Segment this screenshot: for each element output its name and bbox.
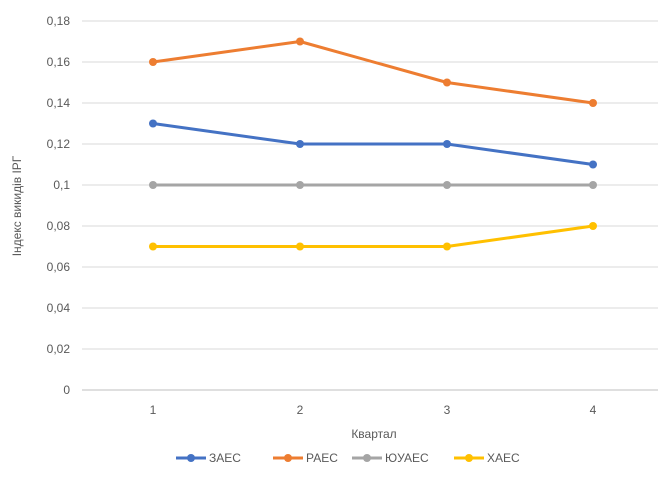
- y-tick-label: 0: [63, 383, 70, 397]
- data-point: [443, 242, 451, 251]
- data-point: [296, 242, 304, 251]
- legend-marker: [363, 454, 371, 462]
- series-lines: [149, 37, 597, 251]
- series-line: [151, 224, 595, 248]
- legend-item: ЗАЕС: [176, 451, 241, 465]
- x-tick-label: 1: [150, 403, 157, 417]
- data-point: [443, 181, 451, 189]
- y-tick-label: 0,16: [47, 55, 71, 69]
- legend-label: ХАЕС: [487, 451, 520, 465]
- data-point: [589, 181, 597, 189]
- legend-marker: [465, 454, 473, 462]
- legend-item: ХАЕС: [454, 451, 520, 465]
- y-axis-ticks: 0 0,02 0,04 0,06 0,08 0,1 0,12 0,14 0,16 0,18: [47, 14, 71, 397]
- y-tick-label: 0,14: [47, 96, 71, 110]
- legend-label: ЮУАЕС: [385, 451, 429, 465]
- data-point: [589, 222, 597, 230]
- legend-item: РАЕС: [273, 451, 338, 465]
- x-tick-label: 3: [444, 403, 451, 417]
- series-ЗАЕС: [149, 119, 597, 169]
- data-point: [149, 181, 157, 189]
- legend-marker: [284, 454, 292, 462]
- y-tick-label: 0,18: [47, 14, 71, 28]
- y-tick-label: 0,04: [47, 301, 71, 315]
- series-line: [151, 40, 595, 105]
- x-tick-label: 4: [590, 403, 597, 417]
- y-axis-title: Індекс викидів ІРГ: [10, 155, 24, 256]
- gridlines: [82, 20, 658, 391]
- data-point: [589, 99, 597, 107]
- data-point: [296, 181, 304, 189]
- data-point: [149, 58, 157, 66]
- legend-label: ЗАЕС: [209, 451, 241, 465]
- x-axis-ticks: 1 2 3 4: [150, 403, 597, 417]
- series-ХАЕС: [149, 222, 597, 251]
- data-point: [443, 78, 451, 87]
- data-point: [589, 160, 597, 169]
- series-line: [151, 122, 595, 166]
- y-tick-label: 0,1: [53, 178, 70, 192]
- series-РАЕС: [149, 37, 597, 107]
- data-point: [443, 140, 451, 148]
- data-point: [149, 242, 157, 251]
- data-point: [296, 140, 304, 148]
- y-tick-label: 0,12: [47, 137, 71, 151]
- legend-label: РАЕС: [306, 451, 338, 465]
- y-tick-label: 0,02: [47, 342, 71, 356]
- y-tick-label: 0,06: [47, 260, 71, 274]
- legend-marker: [187, 454, 195, 462]
- x-tick-label: 2: [297, 403, 304, 417]
- series-ЮУАЕС: [149, 181, 597, 189]
- data-point: [296, 37, 304, 46]
- x-axis-title: Квартал: [351, 427, 396, 441]
- legend: ЗАЕС РАЕС ЮУАЕС ХАЕС: [176, 451, 520, 465]
- legend-item: ЮУАЕС: [352, 451, 429, 465]
- y-tick-label: 0,08: [47, 219, 71, 233]
- data-point: [149, 119, 157, 128]
